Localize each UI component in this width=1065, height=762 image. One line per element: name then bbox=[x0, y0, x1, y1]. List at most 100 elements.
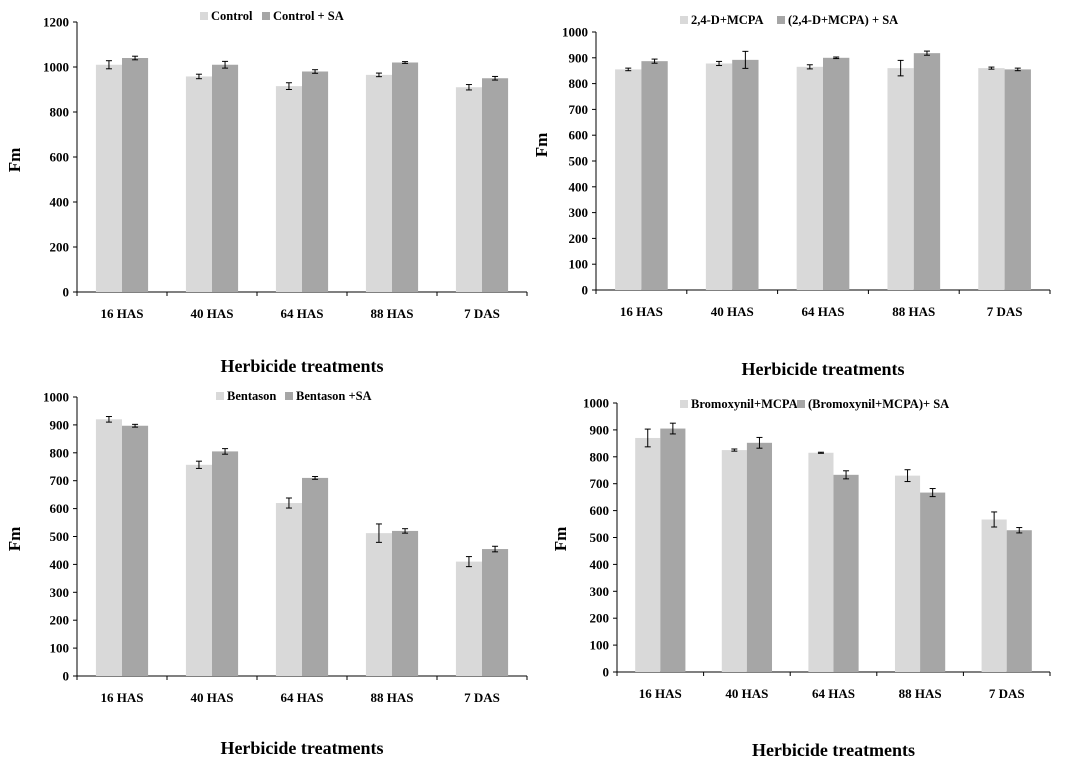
y-tick-label: 500 bbox=[590, 530, 610, 545]
x-tick-label: 64 HAS bbox=[281, 690, 324, 705]
x-tick-label: 16 HAS bbox=[639, 686, 682, 701]
bar-2 bbox=[1006, 530, 1032, 672]
legend-label-1: Control bbox=[211, 9, 253, 23]
y-axis-title: Fm bbox=[551, 527, 570, 552]
bar-2 bbox=[913, 53, 941, 290]
bar-1 bbox=[721, 450, 747, 672]
y-tick-label: 0 bbox=[63, 285, 70, 300]
bar-1 bbox=[95, 419, 122, 676]
y-tick-label: 400 bbox=[569, 179, 589, 194]
y-tick-label: 600 bbox=[590, 503, 610, 518]
x-tick-label: 7 DAS bbox=[987, 304, 1023, 319]
bar-2 bbox=[1004, 69, 1031, 290]
x-tick-label: 88 HAS bbox=[371, 690, 414, 705]
bar-2 bbox=[920, 492, 946, 672]
legend-label-1: Bentason bbox=[227, 389, 276, 403]
bar-2 bbox=[212, 451, 239, 676]
x-axis-title: Herbicide treatments bbox=[220, 356, 383, 376]
y-tick-label: 900 bbox=[50, 417, 70, 432]
legend-label-2: Bentason +SA bbox=[296, 389, 372, 403]
y-tick-label: 300 bbox=[569, 205, 589, 220]
bar-1 bbox=[894, 475, 921, 672]
bar-2 bbox=[122, 58, 149, 292]
bar-1 bbox=[95, 64, 122, 292]
y-tick-label: 200 bbox=[569, 231, 589, 246]
x-tick-label: 16 HAS bbox=[101, 306, 144, 321]
bar-2 bbox=[122, 425, 149, 676]
legend-label-1: 2,4-D+MCPA bbox=[691, 13, 764, 27]
bar-2 bbox=[833, 474, 859, 672]
legend-swatch-2 bbox=[797, 400, 805, 408]
chart-panel-bentason: 0 100 200 300 400 500 600 700 800 900 1000 16 HAS 40… bbox=[0, 381, 532, 762]
x-tick-label: 7 DAS bbox=[989, 686, 1025, 701]
x-tick-label: 40 HAS bbox=[711, 304, 754, 319]
legend-label-2: (2,4-D+MCPA) + SA bbox=[788, 13, 898, 27]
x-axis-title: Herbicide treatments bbox=[220, 738, 383, 758]
y-tick-label: 100 bbox=[569, 257, 589, 272]
x-axis-title: Herbicide treatments bbox=[741, 359, 904, 379]
x-tick-label: 64 HAS bbox=[281, 306, 324, 321]
bar-2 bbox=[212, 64, 239, 292]
x-tick-label: 7 DAS bbox=[464, 690, 500, 705]
chart-panel-control: 0 200 400 600 800 1000 1200 16 HAS 40 HAS 64 HAS 8… bbox=[0, 0, 532, 381]
bar-1 bbox=[796, 66, 823, 290]
x-tick-label: 40 HAS bbox=[191, 690, 234, 705]
y-tick-label: 800 bbox=[50, 445, 70, 460]
legend-swatch-2 bbox=[285, 392, 293, 400]
bar-2 bbox=[392, 62, 419, 292]
y-tick-label: 700 bbox=[590, 476, 610, 491]
chart-panel-bromoxynil: 0 100 200 300 400 500 600 700 800 900 1000 16 HAS 40… bbox=[532, 381, 1065, 762]
bar-2 bbox=[660, 428, 686, 672]
y-tick-label: 900 bbox=[569, 50, 589, 65]
bar-1 bbox=[978, 68, 1005, 291]
x-axis-title: Herbicide treatments bbox=[752, 740, 915, 760]
bar-1 bbox=[808, 452, 834, 672]
y-tick-label: 1200 bbox=[43, 15, 69, 30]
x-tick-label: 40 HAS bbox=[725, 686, 768, 701]
y-tick-label: 800 bbox=[590, 449, 610, 464]
x-tick-label: 88 HAS bbox=[892, 304, 935, 319]
y-tick-label: 800 bbox=[569, 76, 589, 91]
bar-2 bbox=[823, 57, 850, 290]
legend-swatch-1 bbox=[216, 392, 224, 400]
x-tick-label: 7 DAS bbox=[464, 306, 500, 321]
y-tick-label: 200 bbox=[50, 240, 70, 255]
bar-2 bbox=[302, 477, 329, 676]
x-tick-label: 88 HAS bbox=[371, 306, 414, 321]
bar-1 bbox=[455, 87, 482, 292]
x-tick-label: 64 HAS bbox=[812, 686, 855, 701]
legend-label-2: (Bromoxynil+MCPA)+ SA bbox=[808, 397, 949, 411]
legend-swatch-1 bbox=[680, 16, 688, 24]
y-tick-label: 200 bbox=[50, 613, 70, 628]
legend-swatch-1 bbox=[680, 400, 688, 408]
bar-2 bbox=[302, 71, 329, 292]
y-axis-title: Fm bbox=[532, 133, 551, 158]
bar-1 bbox=[981, 519, 1007, 672]
y-tick-label: 700 bbox=[50, 473, 70, 488]
y-tick-label: 400 bbox=[50, 195, 70, 210]
bar-2 bbox=[392, 530, 419, 676]
bar-1 bbox=[705, 63, 733, 291]
y-tick-label: 1000 bbox=[43, 390, 69, 405]
chart-svg-1: 0 200 400 600 800 1000 1200 16 HAS 40 HAS 64 HAS 8… bbox=[5, 9, 528, 376]
y-tick-label: 500 bbox=[50, 529, 70, 544]
bar-1 bbox=[887, 68, 914, 291]
legend-swatch-1 bbox=[200, 12, 208, 20]
y-tick-label: 500 bbox=[569, 154, 589, 169]
bar-2 bbox=[641, 61, 668, 291]
x-tick-label: 88 HAS bbox=[899, 686, 942, 701]
y-tick-label: 100 bbox=[50, 641, 70, 656]
y-axis-title: Fm bbox=[5, 148, 24, 173]
chart-svg-3: 0 100 200 300 400 500 600 700 800 900 1000 16 HAS 40… bbox=[5, 389, 528, 758]
y-tick-label: 700 bbox=[569, 102, 589, 117]
bar-1 bbox=[635, 437, 661, 672]
x-tick-label: 64 HAS bbox=[802, 304, 845, 319]
y-tick-label: 400 bbox=[590, 557, 610, 572]
bar-1 bbox=[365, 533, 392, 676]
y-tick-label: 1000 bbox=[562, 25, 588, 40]
y-tick-label: 0 bbox=[582, 283, 589, 298]
y-tick-label: 300 bbox=[590, 584, 610, 599]
chart-svg-2: 0 100 200 300 400 500 600 700 800 900 1000 16 HAS 40… bbox=[532, 13, 1051, 379]
y-tick-label: 600 bbox=[50, 501, 70, 516]
bar-1 bbox=[275, 86, 302, 292]
